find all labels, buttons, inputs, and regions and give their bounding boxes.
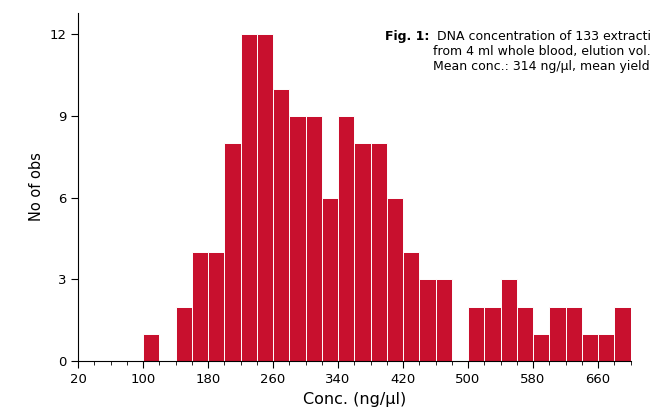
Bar (257, 34, 273, 361)
Bar (240, 34, 257, 361)
X-axis label: Conc. (ng/µl): Conc. (ng/µl) (303, 391, 406, 407)
Bar (403, 252, 419, 361)
Bar (614, 307, 630, 361)
Bar (192, 252, 208, 361)
Bar (517, 307, 533, 361)
Bar (566, 307, 582, 361)
Bar (322, 198, 338, 361)
Bar (387, 198, 403, 361)
Bar (500, 279, 517, 361)
Bar (224, 143, 240, 361)
Bar (582, 334, 598, 361)
Bar (370, 143, 387, 361)
Y-axis label: No of obs: No of obs (29, 152, 44, 221)
Bar (289, 116, 306, 361)
Bar (598, 334, 614, 361)
Bar (208, 252, 224, 361)
Bar (354, 143, 370, 361)
Bar (306, 116, 322, 361)
Bar (533, 334, 549, 361)
Bar (176, 307, 192, 361)
Text: Fig. 1:: Fig. 1: (385, 30, 429, 43)
Bar (143, 334, 159, 361)
Bar (273, 89, 289, 361)
Bar (468, 307, 484, 361)
Text: DNA concentration of 133 extractions
from 4 ml whole blood, elution vol. 500 µl.: DNA concentration of 133 extractions fro… (434, 30, 650, 73)
Bar (549, 307, 566, 361)
Bar (436, 279, 452, 361)
Bar (338, 116, 354, 361)
Bar (484, 307, 500, 361)
Bar (419, 279, 436, 361)
